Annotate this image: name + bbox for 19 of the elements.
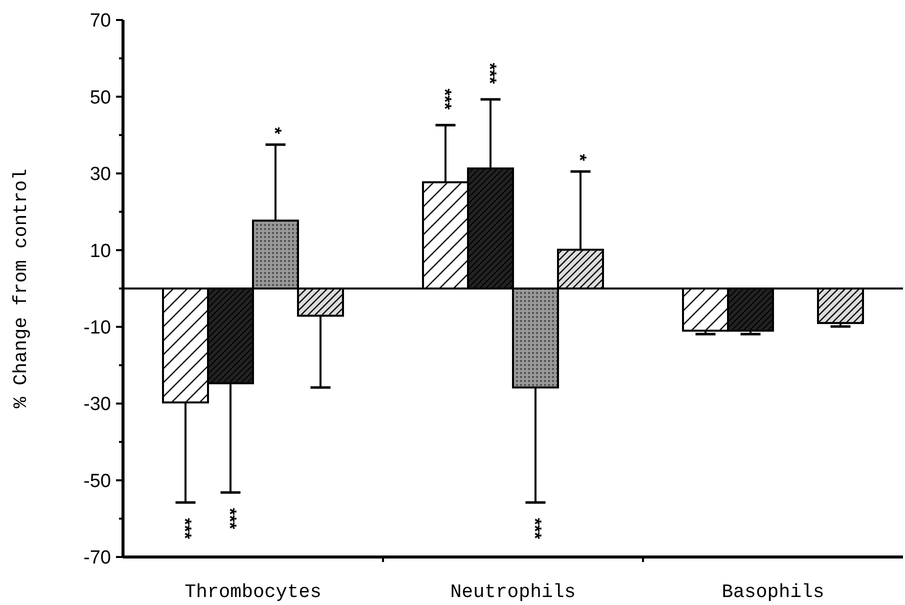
y-tick-label: 30 <box>90 164 111 186</box>
annotation: *** <box>175 518 196 540</box>
annotation: * <box>570 154 590 162</box>
y-tick-label: 50 <box>90 87 111 108</box>
y-tick-label: -30 <box>84 394 111 416</box>
y-tick-label: 70 <box>90 10 111 32</box>
annotation: *** <box>435 88 456 110</box>
annotation: * <box>265 127 286 134</box>
y-tick-label: -10 <box>84 318 111 339</box>
x-tick-label: Thrombocytes <box>184 581 322 603</box>
x-tick-label: Neutrophils <box>450 581 576 603</box>
y-tick-label: 10 <box>90 240 111 262</box>
annotation: *** <box>525 518 546 540</box>
x-tick-label: Basophils <box>722 581 824 603</box>
annotation: *** <box>480 62 500 84</box>
y-tick-label: -70 <box>84 548 111 569</box>
y-axis-title: % Change from control <box>10 168 32 408</box>
annotation: *** <box>220 508 240 530</box>
y-tick-label: -50 <box>84 470 111 492</box>
